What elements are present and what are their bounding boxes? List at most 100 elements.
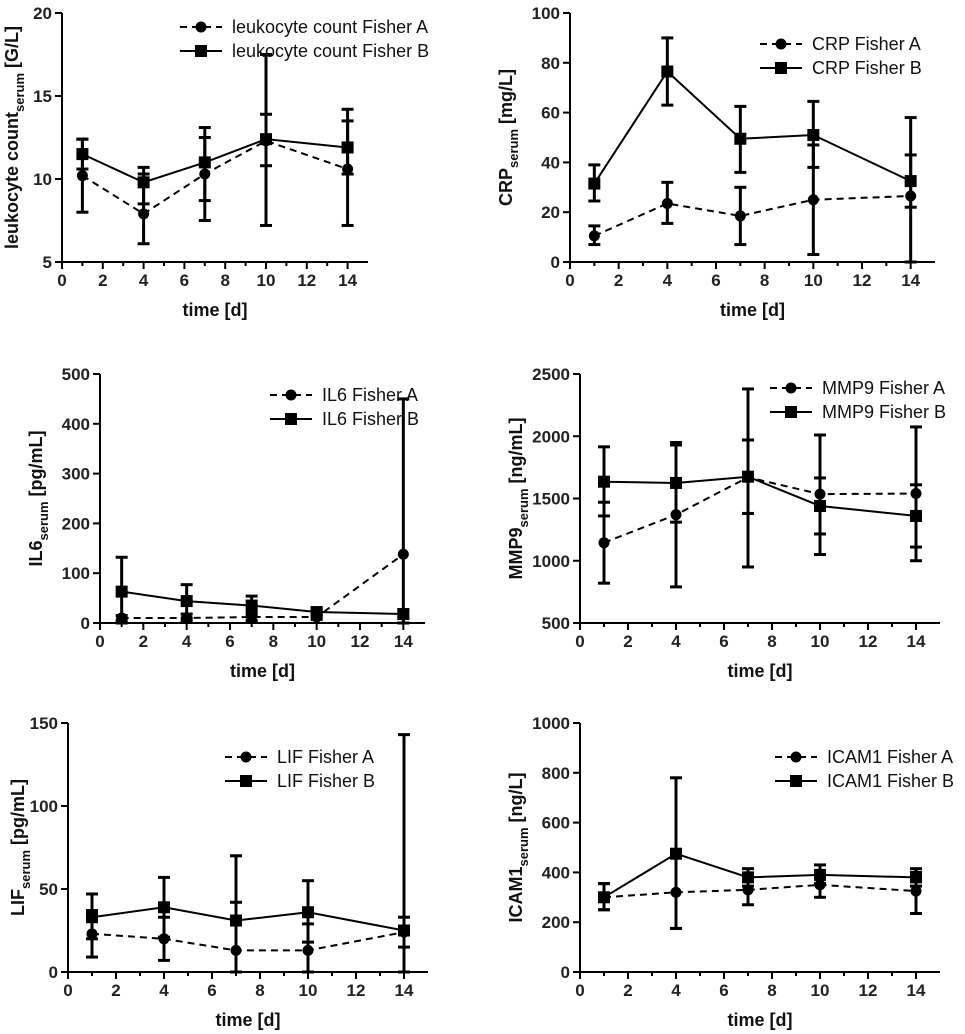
- legend-label: ICAM1 Fisher B: [827, 771, 954, 791]
- data-point: [302, 906, 314, 919]
- x-tick-label: 12: [351, 632, 370, 651]
- x-tick-label: 6: [207, 981, 216, 1000]
- y-tick-label: 200: [62, 514, 90, 533]
- x-axis-label: time [d]: [216, 1010, 281, 1030]
- y-axis-label-unit: [G/L]: [2, 26, 22, 73]
- series-line: [603, 852, 917, 899]
- x-tick-label: 2: [623, 632, 632, 651]
- data-point: [734, 132, 747, 145]
- series-b: ICAM1 Fisher B: [598, 771, 954, 930]
- legend-marker: [285, 413, 297, 425]
- data-point: [588, 230, 600, 242]
- y-tick-label: 600: [542, 814, 570, 833]
- data-point: [76, 148, 89, 161]
- data-point: [138, 208, 150, 220]
- y-axis-label: ICAM1serum [ng/L]: [506, 772, 531, 922]
- y-axis-label-unit: [ng/mL]: [506, 417, 526, 488]
- data-point: [910, 871, 922, 884]
- x-axis-label: time [d]: [728, 1010, 793, 1030]
- legend-marker: [240, 775, 252, 787]
- data-point: [807, 129, 820, 142]
- series-line: [91, 906, 405, 932]
- x-tick-label: 6: [180, 271, 189, 290]
- y-tick-label: 1000: [532, 552, 570, 571]
- data-point: [814, 499, 826, 512]
- legend-label: CRP Fisher B: [812, 58, 922, 78]
- x-tick-label: 12: [297, 271, 316, 290]
- y-tick-label: 80: [541, 54, 560, 73]
- series-line: [81, 139, 348, 216]
- y-tick-label: 300: [62, 465, 90, 484]
- y-axis-label-sub: serum: [516, 827, 531, 866]
- y-tick-label: 0: [561, 963, 570, 982]
- x-tick-label: 4: [182, 632, 192, 651]
- series-line: [603, 883, 917, 899]
- data-point: [670, 476, 682, 489]
- x-tick-label: 10: [811, 632, 830, 651]
- y-tick-label: 1500: [532, 490, 570, 509]
- x-tick-label: 6: [719, 632, 728, 651]
- y-tick-label: 2000: [532, 427, 570, 446]
- x-tick-label: 0: [575, 981, 584, 1000]
- legend-marker: [785, 382, 797, 394]
- y-axis-label: IL6serum [pg/mL]: [26, 430, 51, 566]
- legend-label: ICAM1 Fisher A: [827, 747, 953, 767]
- legend-marker: [195, 21, 207, 33]
- data-point: [302, 944, 314, 956]
- y-tick-label: 1000: [532, 714, 570, 733]
- series-b: IL6 Fisher B: [115, 409, 419, 625]
- data-point: [76, 170, 88, 182]
- y-axis-label-main: LIF: [8, 889, 28, 916]
- series-line: [121, 590, 404, 616]
- data-point: [86, 911, 98, 924]
- x-tick-label: 2: [98, 271, 107, 290]
- legend-marker: [775, 62, 787, 74]
- legend-label: CRP Fisher A: [812, 34, 921, 54]
- data-point: [742, 871, 754, 884]
- y-tick-label: 10: [33, 170, 52, 189]
- data-point: [670, 847, 682, 860]
- x-tick-label: 14: [901, 271, 920, 290]
- legend-label: LIF Fisher B: [277, 771, 375, 791]
- x-tick-label: 14: [395, 981, 414, 1000]
- x-tick-label: 14: [338, 271, 357, 290]
- data-point: [910, 885, 922, 897]
- legend-label: LIF Fisher A: [277, 747, 374, 767]
- legend-marker: [790, 775, 802, 787]
- data-point: [661, 65, 674, 78]
- data-point: [598, 475, 610, 488]
- x-axis-label: time [d]: [230, 661, 295, 681]
- legend-label: IL6 Fisher B: [322, 409, 419, 429]
- y-tick-label: 20: [33, 4, 52, 23]
- y-axis-label: LIFserum [pg/mL]: [8, 779, 33, 916]
- chart-3: 0 100 200 300 400 500 0 2 4 6 8 10 12 14 time [d] IL6se…: [26, 365, 425, 681]
- data-point: [397, 608, 410, 621]
- chart-2: 0 20 40 60 80 100 0 2 4 6 8 10 12 14 time [d] CRPserum …: [496, 4, 935, 320]
- data-point: [588, 177, 601, 190]
- y-tick-label: 2500: [532, 365, 570, 384]
- x-tick-label: 12: [347, 981, 366, 1000]
- x-tick-label: 0: [575, 632, 584, 651]
- x-tick-label: 6: [719, 981, 728, 1000]
- data-point: [398, 924, 410, 937]
- data-point: [598, 891, 610, 904]
- y-axis-label-sub: serum: [36, 501, 51, 540]
- x-tick-label: 10: [307, 632, 326, 651]
- x-tick-label: 10: [299, 981, 318, 1000]
- series-line: [593, 69, 912, 185]
- data-point: [661, 197, 673, 209]
- y-axis-label-main: MMP9: [506, 528, 526, 580]
- y-tick-label: 100: [532, 4, 560, 23]
- x-axis-label: time [d]: [720, 300, 785, 320]
- data-point: [598, 537, 610, 549]
- legend-marker: [775, 38, 787, 50]
- data-point: [910, 509, 922, 522]
- y-tick-label: 400: [62, 415, 90, 434]
- series-line: [91, 931, 405, 952]
- legend-label: MMP9 Fisher A: [822, 378, 945, 398]
- data-point: [115, 585, 128, 598]
- y-axis-label-sub: serum: [506, 129, 521, 168]
- y-tick-label: 800: [542, 764, 570, 783]
- x-tick-label: 14: [907, 981, 926, 1000]
- y-axis-label: leukocyte countserum [G/L]: [2, 26, 27, 249]
